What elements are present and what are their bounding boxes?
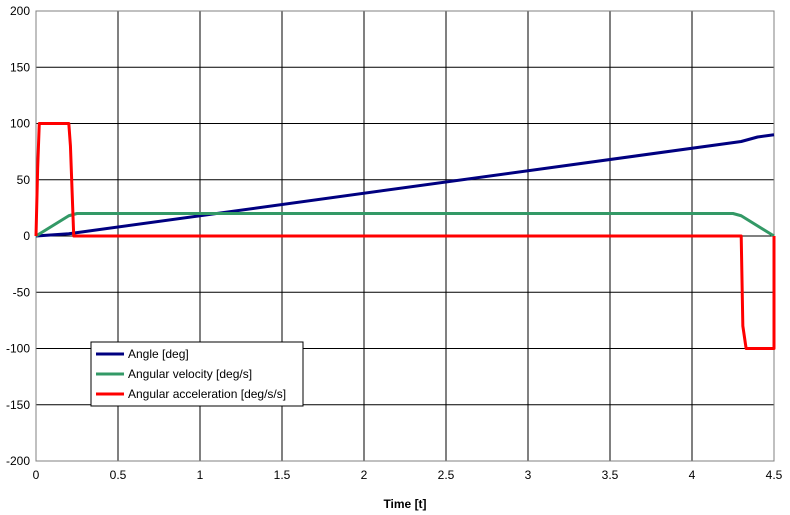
- angular-acceleration-line: [34, 122, 776, 350]
- y-tick-label: 150: [10, 60, 30, 74]
- x-axis-tick-labels: 0 0.5 1 1.5 2 2.5 3 3.5 4 4.5: [33, 468, 783, 482]
- y-tick-label: 200: [10, 4, 30, 18]
- legend-label: Angular acceleration [deg/s/s]: [128, 387, 286, 401]
- x-tick-label: 2.5: [438, 468, 455, 482]
- x-tick-label: 2: [361, 468, 368, 482]
- x-tick-label: 0.5: [110, 468, 127, 482]
- x-tick-label: 0: [33, 468, 40, 482]
- x-tick-label: 3.5: [602, 468, 619, 482]
- legend-box: [90, 341, 304, 407]
- y-tick-label: -200: [6, 454, 30, 468]
- y-tick-label: -150: [6, 398, 30, 412]
- y-tick-label: -100: [6, 342, 30, 356]
- legend: Angle [deg] Angular velocity [deg/s] Angul…: [90, 341, 304, 407]
- y-tick-label: -50: [13, 285, 31, 299]
- x-axis-label: Time [t]: [383, 497, 426, 511]
- y-tick-label: 100: [10, 117, 30, 131]
- legend-label: Angle [deg]: [128, 347, 189, 361]
- angle-line: [35, 133, 775, 238]
- angular-velocity-line: [35, 212, 775, 238]
- series-lines: [34, 122, 776, 350]
- x-tick-label: 3: [525, 468, 532, 482]
- y-axis-tick-labels: 200 150 100 50 0 -50 -100 -150 -200: [6, 4, 30, 468]
- y-tick-label: 50: [17, 173, 31, 187]
- legend-label: Angular velocity [deg/s]: [128, 367, 252, 381]
- x-tick-label: 1.5: [274, 468, 291, 482]
- x-tick-label: 1: [197, 468, 204, 482]
- x-tick-label: 4.5: [766, 468, 783, 482]
- y-tick-label: 0: [23, 229, 30, 243]
- x-tick-label: 4: [689, 468, 696, 482]
